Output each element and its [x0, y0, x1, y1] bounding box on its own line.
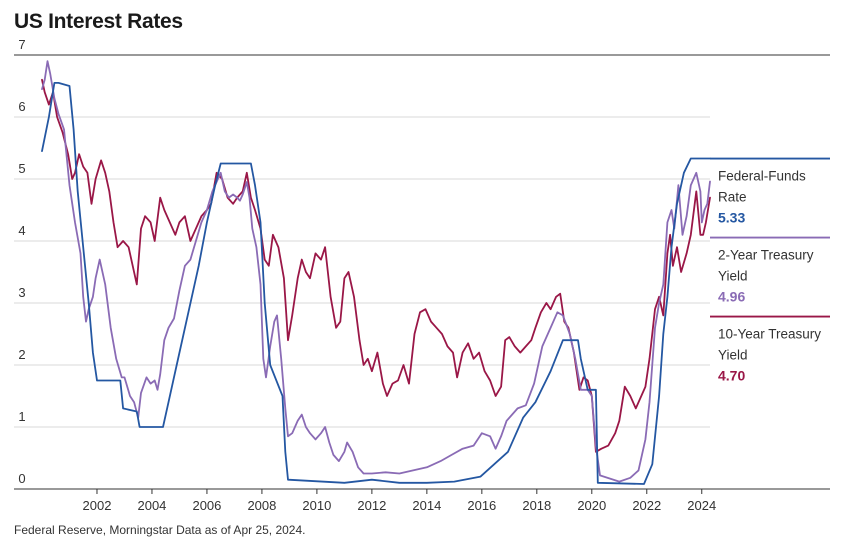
x-tick-label-2020: 2020: [577, 498, 606, 513]
x-axis-ticks: 2002 2004 2006 2008 2010 2012 2014 2016 2018 2020…: [83, 489, 716, 513]
series-line-1: [41, 60, 711, 483]
x-tick-label-2014: 2014: [412, 498, 441, 513]
x-tick-label-2004: 2004: [137, 498, 166, 513]
x-tick-label-2012: 2012: [357, 498, 386, 513]
legend-value-0: 5.33: [718, 210, 745, 226]
series-line-2: [41, 78, 711, 453]
x-tick-label-2016: 2016: [467, 498, 496, 513]
y-tick-label-6: 6: [18, 99, 25, 114]
x-tick-label-2002: 2002: [83, 498, 112, 513]
series-line-0: [41, 82, 711, 485]
grid-lines: [14, 54, 830, 490]
x-tick-label-2006: 2006: [192, 498, 221, 513]
x-tick-label-2010: 2010: [302, 498, 331, 513]
y-tick-label-4: 4: [18, 223, 25, 238]
legend-name-2-1: Yield: [718, 348, 748, 363]
x-tick-label-2022: 2022: [632, 498, 661, 513]
x-tick-label-2024: 2024: [687, 498, 716, 513]
legend-value-2: 4.70: [718, 368, 745, 384]
legend-name-0-1: Rate: [718, 190, 747, 205]
y-axis-ticks: 0 1 2 3 4 5 6 7: [18, 37, 25, 486]
y-tick-label-3: 3: [18, 285, 25, 300]
y-tick-label-5: 5: [18, 161, 25, 176]
source-note: Federal Reserve, Morningstar Data as of …: [14, 523, 306, 537]
y-tick-label-0: 0: [18, 471, 25, 486]
legend-name-0-0: Federal-Funds: [718, 169, 806, 184]
y-tick-label-1: 1: [18, 409, 25, 424]
legend-name-1-0: 2-Year Treasury: [718, 248, 814, 263]
legend-name-1-1: Yield: [718, 269, 748, 284]
legend: Federal-Funds Rate 5.33 2-Year Treasury Yiel…: [710, 157, 830, 384]
chart-title: US Interest Rates: [14, 10, 183, 33]
x-tick-label-2018: 2018: [522, 498, 551, 513]
y-tick-label-7: 7: [18, 37, 25, 52]
legend-value-1: 4.96: [718, 289, 745, 305]
y-tick-label-2: 2: [18, 347, 25, 362]
x-tick-label-2008: 2008: [247, 498, 276, 513]
series-lines: [41, 60, 711, 485]
legend-name-2-0: 10-Year Treasury: [718, 327, 821, 342]
